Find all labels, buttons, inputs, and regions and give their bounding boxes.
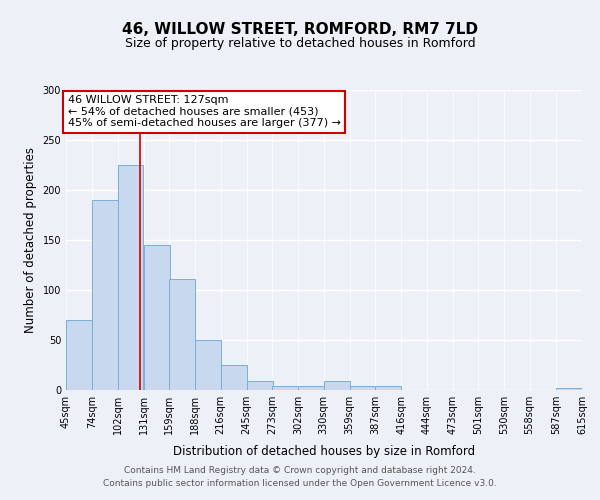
Text: Size of property relative to detached houses in Romford: Size of property relative to detached ho… xyxy=(125,38,475,51)
Y-axis label: Number of detached properties: Number of detached properties xyxy=(24,147,37,333)
Bar xyxy=(221,365,247,390)
Bar xyxy=(118,165,143,390)
Bar xyxy=(66,320,92,390)
Text: Contains HM Land Registry data © Crown copyright and database right 2024.
Contai: Contains HM Land Registry data © Crown c… xyxy=(103,466,497,487)
Bar xyxy=(272,386,298,390)
Bar xyxy=(169,279,195,390)
Bar xyxy=(350,386,376,390)
Bar xyxy=(375,386,401,390)
Bar xyxy=(324,381,350,390)
X-axis label: Distribution of detached houses by size in Romford: Distribution of detached houses by size … xyxy=(173,446,475,458)
Text: 46 WILLOW STREET: 127sqm
← 54% of detached houses are smaller (453)
45% of semi-: 46 WILLOW STREET: 127sqm ← 54% of detach… xyxy=(68,95,341,128)
Bar xyxy=(196,340,221,390)
Bar xyxy=(247,381,273,390)
Text: 46, WILLOW STREET, ROMFORD, RM7 7LD: 46, WILLOW STREET, ROMFORD, RM7 7LD xyxy=(122,22,478,38)
Bar xyxy=(92,200,118,390)
Bar xyxy=(298,386,324,390)
Bar xyxy=(144,245,170,390)
Bar xyxy=(556,388,582,390)
